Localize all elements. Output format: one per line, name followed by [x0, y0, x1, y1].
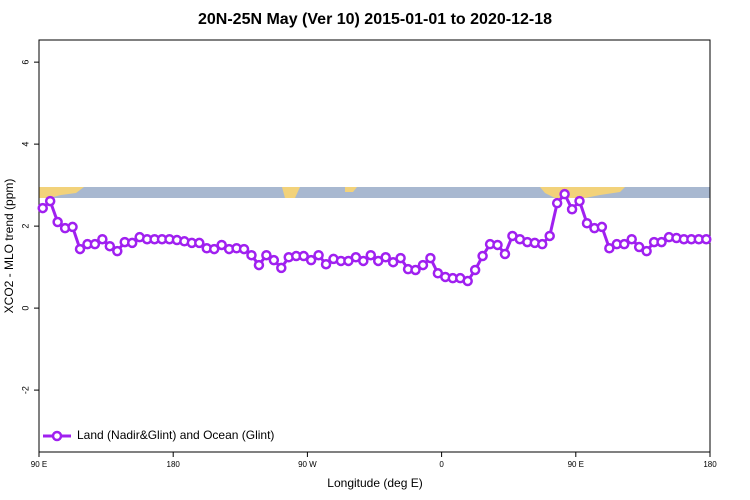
data-point	[313, 249, 324, 261]
data-point	[208, 243, 220, 255]
data-point	[246, 249, 257, 261]
data-point	[544, 230, 555, 242]
data-point	[305, 254, 317, 266]
y-tick-label: 0	[20, 306, 30, 311]
y-tick-label: 6	[20, 60, 30, 65]
data-point	[701, 233, 712, 245]
data-point	[656, 236, 667, 248]
data-point	[492, 239, 503, 251]
data-point	[499, 248, 511, 260]
data-point	[67, 221, 78, 233]
data-point	[104, 240, 116, 252]
x-tick-label: 0	[439, 460, 444, 469]
y-axis-label: XCO2 - MLO trend (ppm)	[2, 179, 16, 314]
data-point	[574, 195, 585, 207]
data-point	[268, 254, 280, 266]
data-point	[276, 262, 287, 274]
data-point	[462, 275, 473, 287]
data-point	[253, 259, 265, 271]
data-point	[559, 188, 570, 200]
x-tick-label: 90 W	[298, 460, 317, 469]
data-point	[37, 202, 48, 214]
data-point	[298, 250, 309, 262]
y-tick-label: -2	[20, 386, 30, 394]
data-point	[626, 233, 637, 245]
data-point	[52, 216, 63, 228]
data-point	[365, 249, 377, 261]
data-point	[216, 239, 227, 251]
y-tick-label: 2	[20, 224, 30, 229]
data-point	[89, 238, 101, 250]
data-point	[261, 249, 272, 261]
x-tick-label: 180	[167, 460, 181, 469]
data-point	[387, 256, 399, 268]
data-point	[581, 217, 593, 229]
data-point	[417, 259, 429, 271]
x-axis-label: Longitude (deg E)	[327, 476, 422, 490]
data-point	[358, 255, 369, 267]
data-point	[97, 233, 108, 245]
data-point	[194, 237, 205, 249]
legend-label: Land (Nadir&Glint) and Ocean (Glint)	[77, 428, 274, 442]
data-point	[641, 245, 652, 257]
data-point	[596, 221, 608, 233]
data-point	[395, 252, 406, 264]
data-point	[566, 204, 578, 215]
data-point	[238, 243, 250, 255]
data-point	[477, 250, 488, 262]
x-tick-label: 90 E	[31, 460, 47, 469]
y-tick-label: 4	[20, 142, 30, 147]
data-point	[425, 252, 436, 264]
chart-title: 20N-25N May (Ver 10) 2015-01-01 to 2020-…	[198, 11, 552, 28]
data-point	[551, 197, 563, 209]
data-point	[604, 243, 615, 254]
x-tick-label: 90 E	[568, 460, 584, 469]
data-point	[410, 264, 421, 276]
data-point	[633, 241, 645, 253]
data-point	[74, 243, 86, 255]
plot-frame	[38, 39, 711, 453]
data-point	[320, 258, 332, 270]
data-point	[112, 245, 123, 257]
data-point	[44, 195, 56, 207]
data-point	[469, 264, 481, 276]
data-point	[537, 238, 548, 250]
data-point	[126, 237, 138, 249]
data-point	[380, 252, 391, 263]
map-strip	[39, 187, 710, 198]
legend-marker	[51, 430, 63, 442]
x-tick-label: 180	[703, 460, 717, 469]
data-point	[619, 238, 630, 250]
